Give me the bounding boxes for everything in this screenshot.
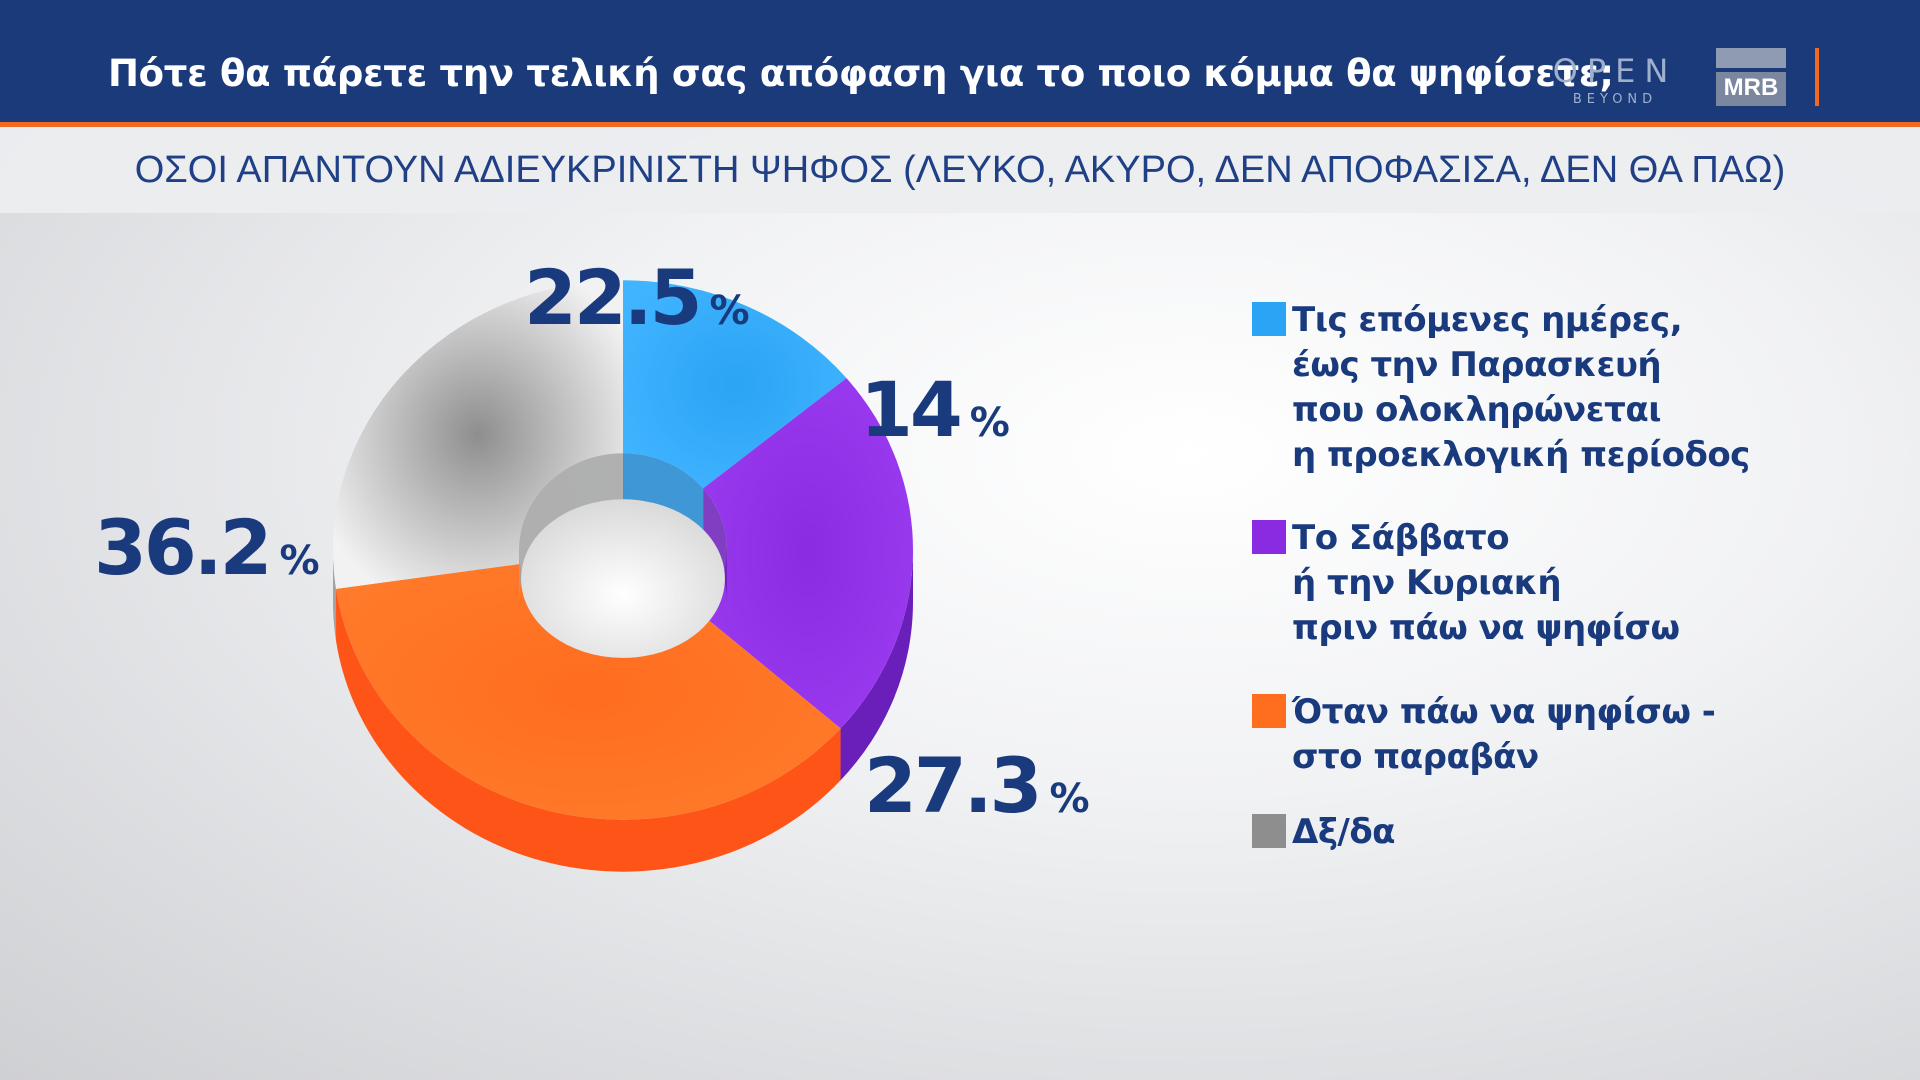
- donut-chart: [333, 280, 913, 872]
- value-unit-slice-3: %: [279, 538, 320, 584]
- value-number-slice-1: 14: [860, 365, 963, 454]
- legend-label-2: Το Σάββατο ή την Κυριακή πριν πάω να ψηφ…: [1292, 516, 1872, 651]
- value-number-slice-3: 36.2: [94, 503, 273, 592]
- donut-side-wall-2: [840, 550, 913, 781]
- page-title: Πότε θα πάρετε την τελική σας απόφαση γι…: [108, 52, 1614, 95]
- value-number-slice-4: 27.3: [864, 741, 1043, 830]
- subtitle-bar: ΟΣΟΙ ΑΠΑΝΤΟΥΝ ΑΔΙΕΥΚΡΙΝΙΣΤΗ ΨΗΦΟΣ (ΛΕΥΚΟ…: [0, 127, 1920, 213]
- open-logo-subtext: BEYOND: [1572, 92, 1658, 107]
- value-label-slice-4: 27.3%: [864, 741, 1090, 830]
- legend-label-3: Όταν πάω να ψηφίσω - στο παραβάν: [1292, 690, 1872, 780]
- legend-swatch-3: [1252, 694, 1286, 728]
- legend-label-1: Τις επόμενες ημέρες, έως την Παρασκευή π…: [1292, 298, 1872, 478]
- value-label-slice-1: 14%: [860, 365, 1010, 454]
- legend-swatch-4: [1252, 814, 1286, 848]
- open-logo-text: OPEN: [1552, 52, 1678, 90]
- legend-2-line-3: πριν πάω να ψηφίσω: [1292, 608, 1680, 648]
- value-unit-slice-2: %: [709, 288, 750, 334]
- legend-4-line-1: Δξ/δα: [1292, 812, 1396, 852]
- mrb-logo-bottom-block: [1716, 72, 1786, 106]
- legend-3-line-1: Όταν πάω να ψηφίσω -: [1292, 692, 1716, 732]
- legend-2-line-2: ή την Κυριακή: [1292, 563, 1562, 603]
- header-accent-line: [0, 122, 1920, 127]
- donut-slice-3: [336, 563, 841, 820]
- legend-1-line-1: Τις επόμενες ημέρες,: [1292, 300, 1683, 340]
- legend-1-line-4: η προεκλογική περίοδος: [1292, 435, 1750, 475]
- donut-slice-1: [623, 280, 847, 489]
- logo-separator: [1815, 48, 1819, 106]
- donut-side-wall-4: [333, 550, 337, 641]
- value-unit-slice-4: %: [1049, 776, 1090, 822]
- donut-chart-area: 14% 22.5% 36.2% 27.3%: [0, 213, 1920, 1080]
- legend-1-line-2: έως την Παρασκευή: [1292, 345, 1662, 385]
- value-unit-slice-1: %: [969, 400, 1010, 446]
- donut-slice-4: [333, 280, 623, 589]
- chart-subtitle: ΟΣΟΙ ΑΠΑΝΤΟΥΝ ΑΔΙΕΥΚΡΙΝΙΣΤΗ ΨΗΦΟΣ (ΛΕΥΚΟ…: [134, 149, 1786, 191]
- value-number-slice-2: 22.5: [524, 253, 703, 342]
- legend-label-4: Δξ/δα: [1292, 810, 1872, 855]
- donut-slice-2: [701, 378, 913, 729]
- open-beyond-logo: OPEN BEYOND: [1545, 52, 1685, 108]
- donut-side-wall-3: [336, 588, 841, 872]
- mrb-logo-top-block: [1716, 48, 1786, 68]
- legend-1-line-3: που ολοκληρώνεται: [1292, 390, 1661, 430]
- legend-2-line-1: Το Σάββατο: [1292, 518, 1510, 558]
- legend-3-line-2: στο παραβάν: [1292, 737, 1539, 777]
- donut-inner-wall-4-1: [519, 453, 623, 602]
- donut-hole: [521, 499, 725, 658]
- legend-swatch-1: [1252, 302, 1286, 336]
- legend-swatch-2: [1252, 520, 1286, 554]
- mrb-logo: MRB: [1716, 48, 1786, 106]
- mrb-logo-text: MRB: [1723, 74, 1779, 101]
- value-label-slice-2: 22.5%: [524, 253, 750, 342]
- header-bar: [0, 0, 1920, 124]
- value-label-slice-3: 36.2%: [94, 503, 320, 592]
